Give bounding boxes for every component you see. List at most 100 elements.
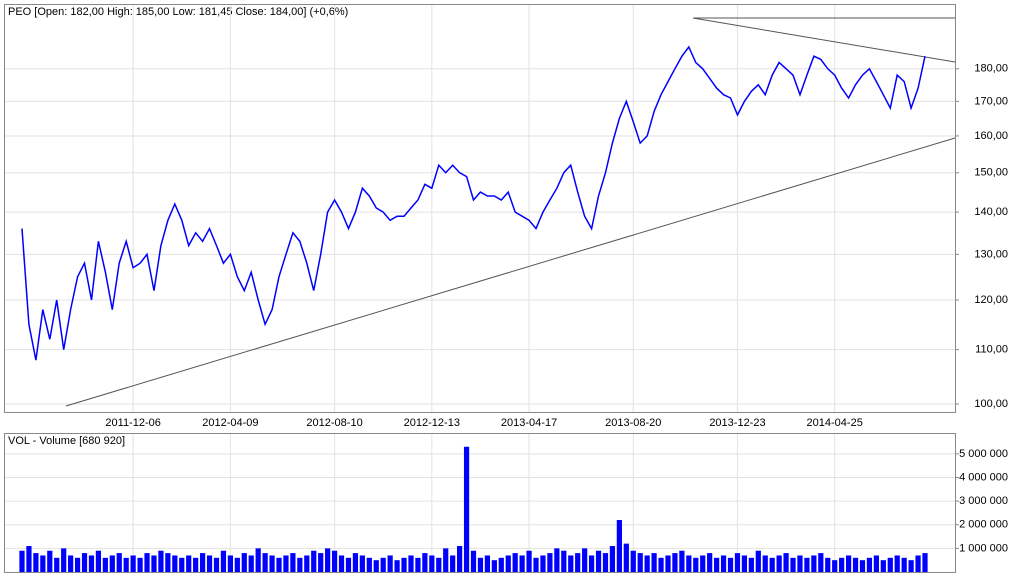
y-tick-label: 130,00 — [974, 248, 1008, 260]
volume-bar — [866, 557, 873, 572]
volume-bar — [839, 557, 845, 572]
volume-bar — [477, 557, 484, 572]
volume-bar — [588, 555, 595, 572]
volume-bar — [283, 555, 289, 572]
volume-bar — [408, 555, 414, 572]
volume-bar — [151, 555, 157, 572]
volume-bar — [331, 550, 338, 572]
volume-bar — [700, 555, 706, 572]
volume-bar — [762, 555, 768, 572]
volume-bar — [33, 553, 39, 572]
volume-bar — [19, 550, 25, 572]
volume-bar — [276, 557, 282, 572]
volume-bar — [109, 555, 115, 572]
volume-panel — [4, 433, 956, 573]
volume-bar — [457, 546, 463, 572]
volume-bar — [783, 553, 789, 572]
volume-bar — [95, 550, 102, 572]
volume-bar — [526, 550, 532, 572]
volume-bar — [470, 550, 477, 572]
volume-bar — [269, 555, 275, 572]
resistance-line — [692, 17, 956, 63]
x-tick-label: 2013-04-17 — [501, 417, 557, 429]
volume-bar — [130, 555, 136, 572]
volume-bar — [311, 550, 317, 572]
volume-bar — [568, 555, 574, 572]
volume-bar — [165, 553, 171, 572]
volume-bar — [901, 557, 907, 572]
y-tick-label: 180,00 — [974, 63, 1008, 75]
price-title: PEO [Open: 182,00 High: 185,00 Low: 181,… — [8, 6, 348, 18]
volume-bar — [248, 555, 254, 572]
volume-bar — [811, 555, 817, 572]
volume-bar — [436, 557, 442, 572]
volume-bar — [366, 557, 372, 572]
y-tick-label: 160,00 — [974, 130, 1008, 142]
volume-bar — [769, 557, 775, 572]
volume-bar — [26, 546, 32, 572]
volume-bar — [755, 550, 761, 572]
volume-bar — [519, 555, 525, 572]
volume-bar — [304, 555, 310, 572]
volume-bar — [582, 548, 588, 572]
volume-bar — [533, 557, 539, 572]
y-tick-label: 2 000 000 — [959, 519, 1008, 531]
volume-bar — [325, 548, 331, 572]
volume-bar — [255, 548, 261, 572]
volume-bar — [193, 557, 199, 572]
volume-bar — [394, 560, 400, 572]
volume-bar — [179, 557, 185, 572]
y-tick-label: 3 000 000 — [959, 495, 1008, 507]
volume-bar — [102, 557, 108, 572]
volume-bar — [512, 553, 518, 572]
volume-bar — [88, 555, 95, 572]
volume-bar — [658, 557, 664, 572]
volume-bar — [206, 555, 213, 572]
y-tick-label: 150,00 — [974, 167, 1008, 179]
volume-bar — [47, 550, 53, 572]
x-tick-label: 2013-08-20 — [605, 417, 661, 429]
trend-lines — [65, 17, 956, 407]
support-line — [65, 137, 956, 407]
volume-bar — [290, 553, 296, 572]
volume-bar — [832, 560, 838, 572]
volume-bar — [651, 553, 657, 572]
volume-title: VOL - Volume [680 920] — [8, 435, 125, 447]
y-tick-label: 4 000 000 — [959, 471, 1008, 483]
volume-bar — [443, 548, 449, 572]
volume-bar — [554, 548, 560, 572]
volume-bar — [852, 557, 859, 572]
volume-bar — [429, 555, 435, 572]
volume-bar — [220, 550, 227, 572]
volume-bar — [734, 553, 741, 572]
volume-bar — [262, 553, 268, 572]
y-tick-label: 100,00 — [974, 398, 1008, 410]
volume-bar — [401, 557, 407, 572]
volume-bar — [818, 553, 824, 572]
price-panel — [4, 4, 956, 413]
volume-bar — [463, 446, 470, 572]
volume-bar — [227, 555, 233, 572]
volume-bar — [415, 557, 421, 572]
volume-bar — [297, 557, 303, 572]
y-tick-label: 110,00 — [975, 344, 1008, 356]
x-tick-label: 2013-12-23 — [709, 417, 765, 429]
volume-bar — [887, 557, 893, 572]
volume-bar — [720, 555, 727, 572]
volume-bar — [748, 557, 754, 572]
volume-bar — [804, 557, 810, 572]
volume-bar — [616, 520, 622, 572]
volume-bar — [116, 553, 122, 572]
volume-bar — [387, 555, 393, 572]
volume-bar — [672, 553, 678, 572]
volume-bar — [450, 555, 456, 572]
volume-bar — [623, 543, 629, 572]
volume-bar — [186, 555, 192, 572]
volume-bar — [630, 550, 636, 572]
volume-bar — [727, 557, 734, 572]
volume-bar — [144, 553, 150, 572]
volume-bar — [241, 553, 247, 572]
volume-bar — [61, 548, 67, 572]
volume-bar — [484, 555, 490, 572]
x-tick-label: 2011-12-06 — [105, 417, 160, 429]
